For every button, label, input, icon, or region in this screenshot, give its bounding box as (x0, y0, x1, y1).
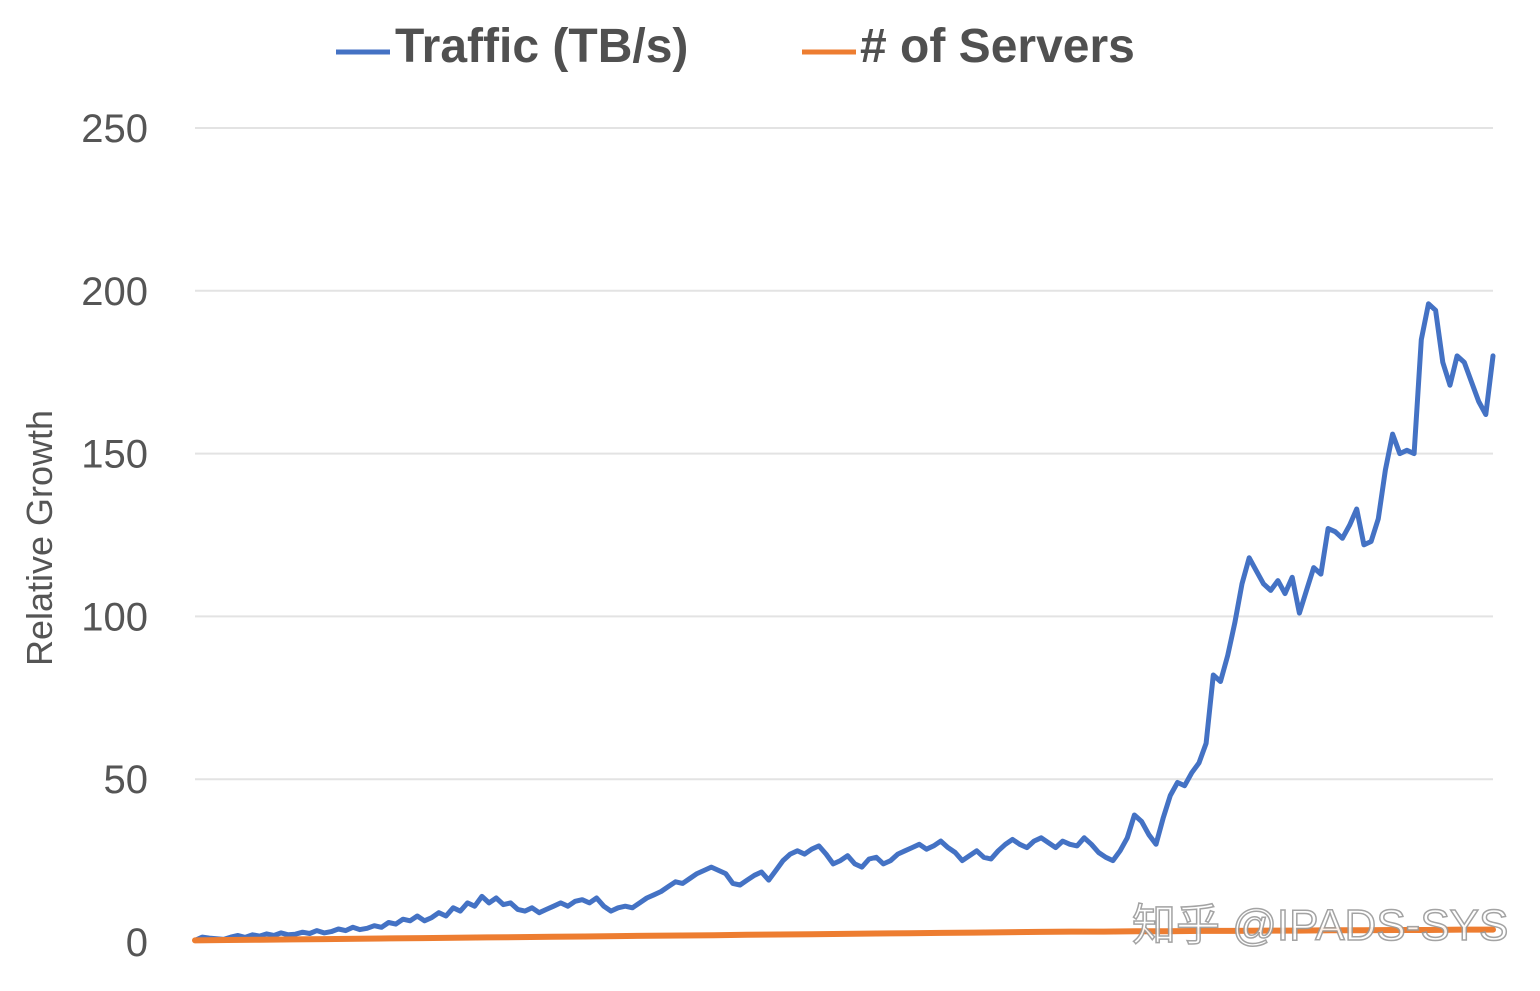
y-tick-label-0: 0 (126, 921, 148, 965)
series-line-traffic (192, 301, 1496, 943)
y-tick-label-250: 250 (81, 107, 148, 151)
y-axis-ticks: 0 50 100 150 200 250 (81, 107, 148, 965)
legend: Traffic (TB/s) # of Servers (336, 20, 1135, 73)
y-tick-label-150: 150 (81, 433, 148, 477)
y-axis-label: Relative Growth (19, 410, 60, 666)
y-tick-label-50: 50 (104, 758, 149, 802)
legend-label-traffic: Traffic (TB/s) (395, 20, 688, 73)
y-tick-label-100: 100 (81, 595, 148, 639)
series-line-servers (192, 926, 1496, 944)
y-tick-label-200: 200 (81, 270, 148, 314)
series-lines (192, 301, 1496, 944)
grid-lines (195, 127, 1493, 781)
watermark-text: 知乎 @IPADS-SYS (1132, 901, 1508, 950)
legend-label-servers: # of Servers (860, 20, 1135, 73)
